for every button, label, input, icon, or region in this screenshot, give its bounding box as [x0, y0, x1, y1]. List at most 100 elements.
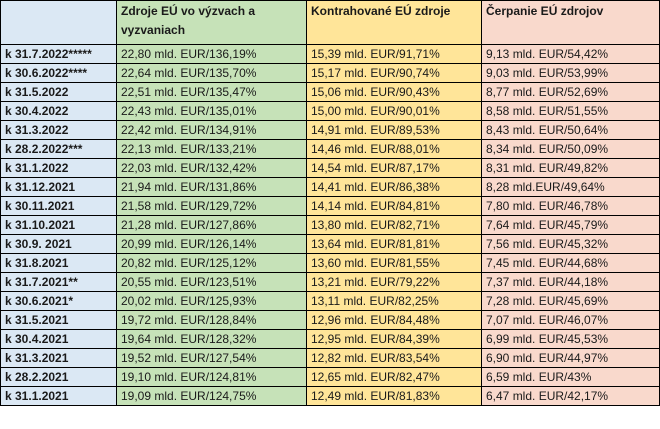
- drawdown-cell: 7,56 mld. EUR/45,32%: [481, 234, 660, 254]
- drawdown-cell: 8,31 mld. EUR/49,82%: [481, 158, 660, 178]
- date-cell: k 31.7.2022*****: [0, 44, 117, 64]
- table-body: k 31.7.2022***** 22,80 mld. EUR/136,19% 15…: [0, 44, 660, 406]
- date-cell: k 30.6.2022****: [0, 63, 117, 83]
- header-eu-drawdown: Čerpanie EÚ zdrojov: [481, 0, 660, 45]
- eu-sources-cell: 19,52 mld. EUR/127,54%: [116, 348, 307, 368]
- contracted-cell: 13,11 mld. EUR/82,25%: [306, 291, 482, 311]
- date-cell: k 30.4.2021: [0, 329, 117, 349]
- eu-sources-cell: 19,72 mld. EUR/128,84%: [116, 310, 307, 330]
- eu-sources-cell: 20,82 mld. EUR/125,12%: [116, 253, 307, 273]
- eu-sources-cell: 22,80 mld. EUR/136,19%: [116, 44, 307, 64]
- drawdown-cell: 8,58 mld. EUR/51,55%: [481, 101, 660, 121]
- header-date: [0, 0, 117, 45]
- contracted-cell: 15,17 mld. EUR/90,74%: [306, 63, 482, 83]
- contracted-cell: 14,46 mld. EUR/88,01%: [306, 139, 482, 159]
- eu-sources-cell: 21,28 mld. EUR/127,86%: [116, 215, 307, 235]
- eu-funds-table: Zdroje EÚ vo výzvach a vyzvaniach Kontra…: [0, 0, 660, 406]
- drawdown-cell: 6,47 mld. EUR/42,17%: [481, 386, 660, 406]
- contracted-cell: 15,00 mld. EUR/90,01%: [306, 101, 482, 121]
- table-row: k 30.9. 2021 20,99 mld. EUR/126,14% 13,64 …: [0, 234, 660, 254]
- table-row: k 31.5.2021 19,72 mld. EUR/128,84% 12,96 m…: [0, 310, 660, 330]
- contracted-cell: 12,82 mld. EUR/83,54%: [306, 348, 482, 368]
- date-cell: k 31.5.2021: [0, 310, 117, 330]
- table-row: k 30.4.2021 19,64 mld. EUR/128,32% 12,95 m…: [0, 329, 660, 349]
- date-cell: k 31.1.2022: [0, 158, 117, 178]
- drawdown-cell: 9,13 mld. EUR/54,42%: [481, 44, 660, 64]
- table-row: k 30.6.2021* 20,02 mld. EUR/125,93% 13,11 …: [0, 291, 660, 311]
- date-cell: k 31.3.2022: [0, 120, 117, 140]
- contracted-cell: 13,60 mld. EUR/81,55%: [306, 253, 482, 273]
- eu-sources-cell: 19,10 mld. EUR/124,81%: [116, 367, 307, 387]
- eu-sources-cell: 21,58 mld. EUR/129,72%: [116, 196, 307, 216]
- table-row: k 28.2.2022*** 22,13 mld. EUR/133,21% 14,4…: [0, 139, 660, 159]
- eu-sources-cell: 19,09 mld. EUR/124,75%: [116, 386, 307, 406]
- date-cell: k 31.7.2021**: [0, 272, 117, 292]
- header-row: Zdroje EÚ vo výzvach a vyzvaniach Kontra…: [0, 0, 660, 45]
- eu-sources-cell: 21,94 mld. EUR/131,86%: [116, 177, 307, 197]
- date-cell: k 30.6.2021*: [0, 291, 117, 311]
- eu-sources-cell: 20,55 mld. EUR/123,51%: [116, 272, 307, 292]
- header-contracted-eu-sources: Kontrahované EÚ zdroje: [306, 0, 482, 45]
- table-row: k 31.1.2022 22,03 mld. EUR/132,42% 14,54 m…: [0, 158, 660, 178]
- table-row: k 31.12.2021 21,94 mld. EUR/131,86% 14,41 …: [0, 177, 660, 197]
- drawdown-cell: 7,07 mld. EUR/46,07%: [481, 310, 660, 330]
- date-cell: k 28.2.2021: [0, 367, 117, 387]
- drawdown-cell: 6,90 mld. EUR/44,97%: [481, 348, 660, 368]
- contracted-cell: 13,64 mld. EUR/81,81%: [306, 234, 482, 254]
- table-row: k 31.1.2021 19,09 mld. EUR/124,75% 12,49 m…: [0, 386, 660, 406]
- eu-sources-cell: 22,43 mld. EUR/135,01%: [116, 101, 307, 121]
- eu-sources-cell: 22,42 mld. EUR/134,91%: [116, 120, 307, 140]
- drawdown-cell: 6,59 mld. EUR/43%: [481, 367, 660, 387]
- date-cell: k 31.1.2021: [0, 386, 117, 406]
- contracted-cell: 12,65 mld. EUR/82,47%: [306, 367, 482, 387]
- contracted-cell: 14,41 mld. EUR/86,38%: [306, 177, 482, 197]
- eu-sources-cell: 19,64 mld. EUR/128,32%: [116, 329, 307, 349]
- contracted-cell: 14,54 mld. EUR/87,17%: [306, 158, 482, 178]
- contracted-cell: 12,95 mld. EUR/84,39%: [306, 329, 482, 349]
- table-row: k 31.7.2022***** 22,80 mld. EUR/136,19% 15…: [0, 44, 660, 64]
- table-row: k 31.7.2021** 20,55 mld. EUR/123,51% 13,21…: [0, 272, 660, 292]
- table-row: k 28.2.2021 19,10 mld. EUR/124,81% 12,65 m…: [0, 367, 660, 387]
- table-row: k 31.3.2021 19,52 mld. EUR/127,54% 12,82 m…: [0, 348, 660, 368]
- drawdown-cell: 7,45 mld. EUR/44,68%: [481, 253, 660, 273]
- date-cell: k 31.8.2021: [0, 253, 117, 273]
- contracted-cell: 13,21 mld. EUR/79,22%: [306, 272, 482, 292]
- date-cell: k 31.10.2021: [0, 215, 117, 235]
- drawdown-cell: 8,28 mld.EUR/49,64%: [481, 177, 660, 197]
- drawdown-cell: 9,03 mld. EUR/53,99%: [481, 63, 660, 83]
- date-cell: k 30.9. 2021: [0, 234, 117, 254]
- drawdown-cell: 8,77 mld. EUR/52,69%: [481, 82, 660, 102]
- date-cell: k 28.2.2022***: [0, 139, 117, 159]
- contracted-cell: 15,06 mld. EUR/90,43%: [306, 82, 482, 102]
- header-eu-sources-in-calls: Zdroje EÚ vo výzvach a vyzvaniach: [116, 0, 307, 45]
- eu-sources-cell: 22,03 mld. EUR/132,42%: [116, 158, 307, 178]
- drawdown-cell: 6,99 mld. EUR/45,53%: [481, 329, 660, 349]
- drawdown-cell: 7,64 mld. EUR/45,79%: [481, 215, 660, 235]
- eu-sources-cell: 20,99 mld. EUR/126,14%: [116, 234, 307, 254]
- contracted-cell: 14,14 mld. EUR/84,81%: [306, 196, 482, 216]
- date-cell: k 30.11.2021: [0, 196, 117, 216]
- table-row: k 30.4.2022 22,43 mld. EUR/135,01% 15,00 m…: [0, 101, 660, 121]
- contracted-cell: 12,49 mld. EUR/81,83%: [306, 386, 482, 406]
- eu-sources-cell: 22,64 mld. EUR/135,70%: [116, 63, 307, 83]
- drawdown-cell: 7,28 mld. EUR/45,69%: [481, 291, 660, 311]
- date-cell: k 30.4.2022: [0, 101, 117, 121]
- date-cell: k 31.3.2021: [0, 348, 117, 368]
- contracted-cell: 14,91 mld. EUR/89,53%: [306, 120, 482, 140]
- drawdown-cell: 7,37 mld. EUR/44,18%: [481, 272, 660, 292]
- drawdown-cell: 8,43 mld. EUR/50,64%: [481, 120, 660, 140]
- eu-sources-cell: 20,02 mld. EUR/125,93%: [116, 291, 307, 311]
- contracted-cell: 13,80 mld. EUR/82,71%: [306, 215, 482, 235]
- date-cell: k 31.12.2021: [0, 177, 117, 197]
- contracted-cell: 12,96 mld. EUR/84,48%: [306, 310, 482, 330]
- drawdown-cell: 8,34 mld. EUR/50,09%: [481, 139, 660, 159]
- table-row: k 31.5.2022 22,51 mld. EUR/135,47% 15,06 m…: [0, 82, 660, 102]
- table-row: k 31.10.2021 21,28 mld. EUR/127,86% 13,80 …: [0, 215, 660, 235]
- table-row: k 30.6.2022**** 22,64 mld. EUR/135,70% 15,…: [0, 63, 660, 83]
- contracted-cell: 15,39 mld. EUR/91,71%: [306, 44, 482, 64]
- date-cell: k 31.5.2022: [0, 82, 117, 102]
- table-row: k 30.11.2021 21,58 mld. EUR/129,72% 14,14 …: [0, 196, 660, 216]
- table-row: k 31.3.2022 22,42 mld. EUR/134,91% 14,91 m…: [0, 120, 660, 140]
- drawdown-cell: 7,80 mld. EUR/46,78%: [481, 196, 660, 216]
- table-row: k 31.8.2021 20,82 mld. EUR/125,12% 13,60 m…: [0, 253, 660, 273]
